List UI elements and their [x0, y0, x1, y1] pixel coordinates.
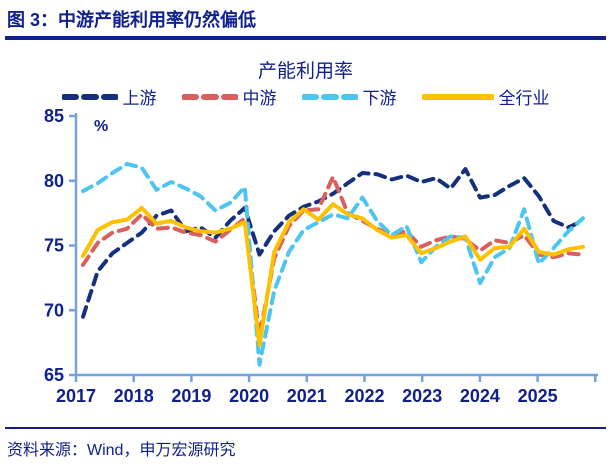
legend-item-下游: 下游 — [301, 84, 397, 109]
y-tick-label: 70 — [44, 300, 64, 320]
series-line-下游 — [81, 161, 585, 367]
x-tick-label: 2018 — [114, 386, 154, 406]
series-line-上游 — [81, 167, 585, 319]
legend-label: 中游 — [242, 89, 277, 108]
x-tick-label: 2019 — [171, 386, 211, 406]
source-divider — [5, 427, 606, 429]
y-axis-unit-label: % — [94, 118, 109, 135]
x-tick-label: 2024 — [460, 386, 500, 406]
legend-item-中游: 中游 — [181, 84, 277, 109]
x-tick-label: 2017 — [56, 386, 96, 406]
legend: 上游 中游 下游 全行业 — [0, 84, 611, 109]
legend-label: 全行业 — [498, 89, 550, 108]
series-line-全行业 — [81, 202, 585, 348]
axes — [69, 113, 598, 382]
y-tick-label: 75 — [44, 236, 64, 256]
x-tick-label: 2023 — [402, 386, 442, 406]
x-tick-label: 2025 — [518, 386, 558, 406]
legend-swatch-icon — [421, 93, 494, 100]
legend-swatch-icon — [301, 93, 358, 100]
legend-label: 上游 — [122, 89, 157, 108]
y-tick-label: 80 — [44, 171, 64, 191]
figure-title: 图 3：中游产能利用率仍然偏低 — [7, 10, 257, 30]
title-underline — [5, 36, 606, 40]
legend-item-上游: 上游 — [61, 84, 157, 109]
legend-item-全行业: 全行业 — [421, 84, 550, 109]
x-tick-label: 2022 — [344, 386, 384, 406]
legend-swatch-icon — [181, 93, 238, 100]
x-tick-label: 2021 — [287, 386, 327, 406]
chart-title: 产能利用率 — [257, 61, 353, 82]
x-tick-label: 2020 — [229, 386, 269, 406]
series-line-中游 — [81, 174, 585, 339]
y-tick-label: 65 — [44, 365, 64, 385]
legend-label: 下游 — [362, 89, 397, 108]
series-lines — [81, 161, 585, 367]
source-note: 资料来源：Wind，申万宏源研究 — [7, 442, 236, 459]
legend-swatch-icon — [61, 93, 118, 100]
y-tick-label: 85 — [44, 106, 64, 126]
axis-frame — [74, 113, 598, 377]
